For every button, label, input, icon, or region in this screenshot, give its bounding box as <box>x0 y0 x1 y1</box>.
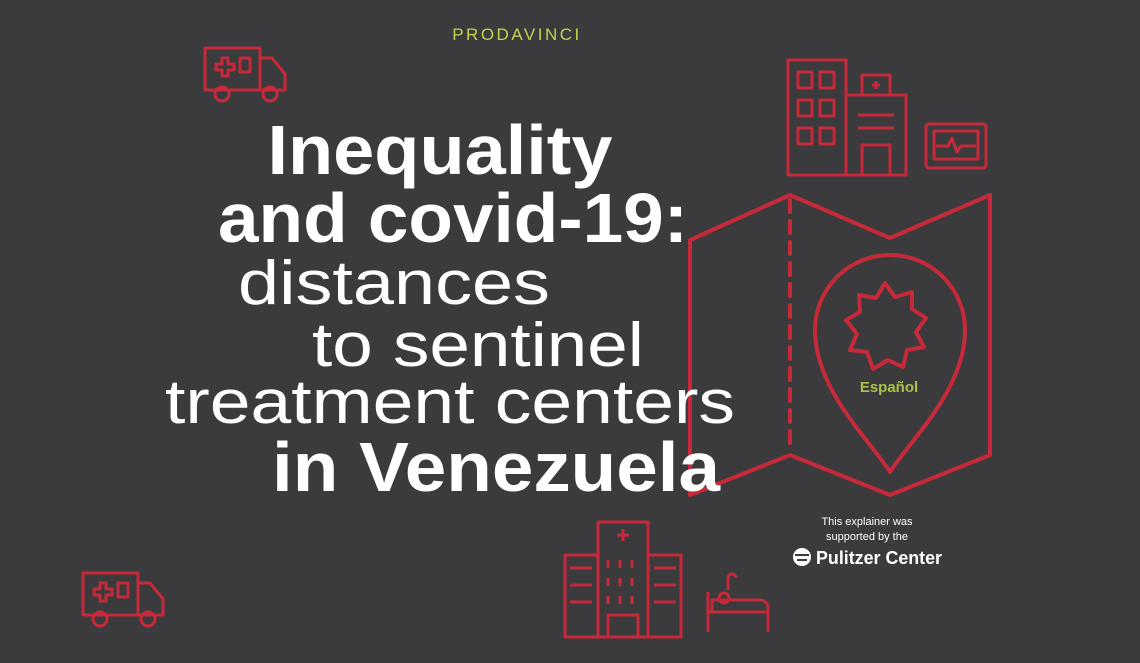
title-line: treatment centers <box>165 368 735 437</box>
sponsor-mark-lines <box>795 554 809 561</box>
bed-icon <box>706 572 770 632</box>
sponsor-name: Pulitzer Center <box>816 548 942 568</box>
hospital-icon <box>786 58 908 177</box>
sponsor-mark <box>793 548 811 566</box>
sponsor-note: This explainer was <box>821 516 913 528</box>
language-link[interactable]: Español <box>860 379 918 396</box>
title-line: in Venezuela <box>272 428 721 506</box>
title-line: Inequality <box>268 111 613 189</box>
map-icon <box>688 193 992 497</box>
sponsor-note: supported by the <box>826 531 908 543</box>
title-line: to sentinel <box>312 311 644 380</box>
ambulance-icon <box>203 46 287 103</box>
monitor-icon <box>924 122 988 170</box>
sponsor-logo[interactable]: Pulitzer Center <box>793 548 942 568</box>
title-line: and covid-19: <box>218 179 688 257</box>
ambulance-icon <box>81 571 165 628</box>
brand-logo[interactable]: PRODAVINCI <box>452 25 582 44</box>
hospital-icon <box>563 520 683 639</box>
title-line: distances <box>238 249 550 318</box>
